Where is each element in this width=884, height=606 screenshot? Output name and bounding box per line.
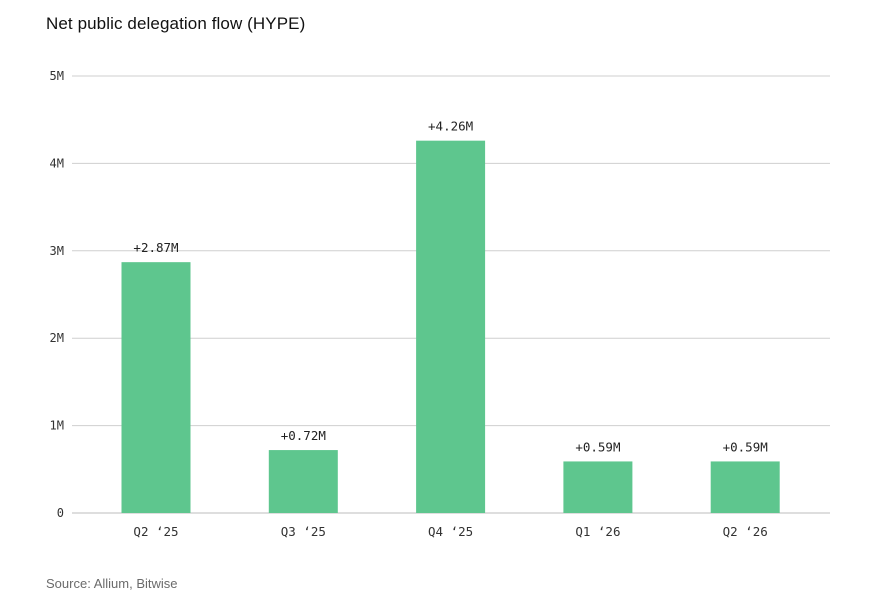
bar-value-label: +4.26M: [428, 119, 473, 134]
bar-value-label: +0.59M: [575, 439, 620, 454]
bar: [268, 450, 338, 513]
y-tick-label: 0: [57, 506, 64, 520]
y-axis-ticks: 0 1M 2M 3M 4M 5M: [50, 69, 64, 520]
x-axis-labels: Q2 ‘25 Q3 ‘25 Q4 ‘25 Q1 ‘26 Q2 ‘26: [133, 524, 767, 539]
bar: [416, 140, 486, 513]
y-tick-label: 5M: [50, 69, 64, 83]
y-tick-label: 3M: [50, 244, 64, 258]
bar-value-label: +0.72M: [281, 428, 326, 443]
bar: [710, 461, 780, 513]
bar: [563, 461, 633, 513]
chart-title: Net public delegation flow (HYPE): [46, 14, 306, 33]
x-tick-label: Q2 ‘25: [133, 524, 178, 539]
data-labels: +2.87M +0.72M +4.26M +0.59M +0.59M: [133, 119, 767, 455]
x-tick-label: Q2 ‘26: [723, 524, 768, 539]
bar: [121, 262, 191, 513]
source-note: Source: Allium, Bitwise: [46, 576, 178, 591]
y-tick-label: 1M: [50, 419, 64, 433]
y-tick-label: 4M: [50, 156, 64, 170]
y-tick-label: 2M: [50, 331, 64, 345]
bar-value-label: +0.59M: [723, 439, 768, 454]
x-tick-label: Q4 ‘25: [428, 524, 473, 539]
x-tick-label: Q3 ‘25: [281, 524, 326, 539]
bars: [121, 140, 780, 513]
bar-value-label: +2.87M: [133, 240, 178, 255]
x-tick-label: Q1 ‘26: [575, 524, 620, 539]
